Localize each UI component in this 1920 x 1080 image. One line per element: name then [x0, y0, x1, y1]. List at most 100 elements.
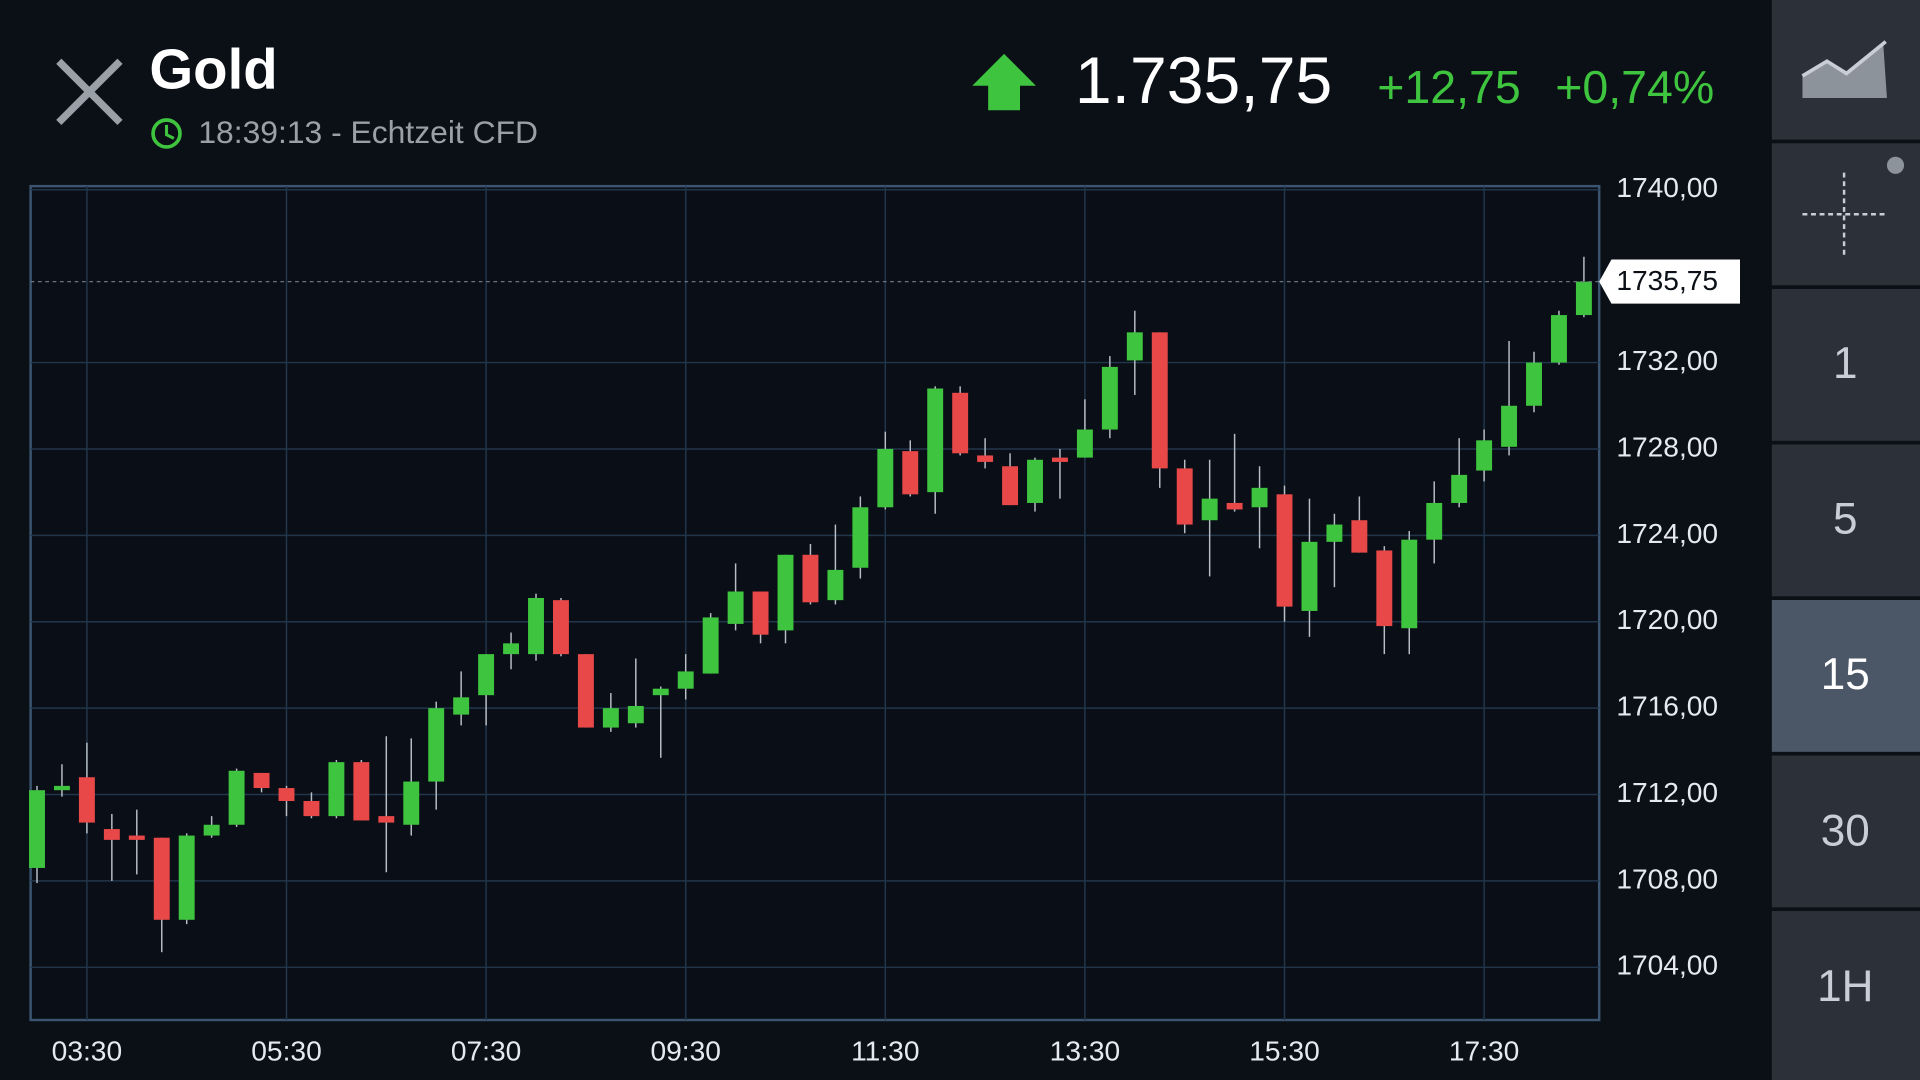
plot-area: [29, 184, 1601, 1022]
instrument-title: Gold: [149, 37, 277, 100]
y-tick-label: 1708,00: [1616, 863, 1718, 894]
candle-body: [328, 762, 345, 817]
candle-body: [1126, 332, 1143, 361]
candle-body: [1251, 487, 1268, 508]
y-tick-label: 1732,00: [1616, 345, 1718, 376]
candle-body: [1401, 539, 1418, 629]
close-button[interactable]: [56, 58, 123, 126]
x-tick-label: 17:30: [1449, 1035, 1519, 1066]
price-change-percent: +0,74%: [1555, 61, 1714, 113]
candle-body: [1076, 429, 1093, 458]
candle-body: [1176, 468, 1193, 525]
candle-body: [153, 837, 170, 920]
candle-body: [1476, 440, 1493, 471]
interval-button[interactable]: 30: [1771, 755, 1920, 908]
candle-body: [1151, 332, 1168, 469]
interval-button-selected[interactable]: 15: [1771, 600, 1920, 752]
candle-body: [902, 451, 919, 495]
candle-body: [103, 829, 120, 840]
y-tick-label: 1704,00: [1616, 950, 1718, 981]
chart: 1704,00 1708,00 1712,00 1716,00 1720,00 1724,…: [29, 172, 1740, 1066]
interval-button[interactable]: 1: [1771, 288, 1920, 441]
y-tick-label: 1728,00: [1616, 431, 1718, 462]
x-tick-label: 15:30: [1249, 1035, 1319, 1066]
candle-body: [952, 392, 969, 454]
candle-body: [353, 762, 370, 821]
x-tick-label: 07:30: [451, 1035, 521, 1066]
candle-body: [203, 824, 220, 836]
candle-body: [178, 835, 195, 920]
candle-body: [977, 455, 994, 462]
crosshair-button[interactable]: [1771, 143, 1920, 286]
candle-body: [702, 617, 719, 674]
candle-body: [777, 554, 794, 631]
candle-body: [1351, 520, 1368, 553]
candle-body: [627, 705, 644, 724]
candle-body: [602, 708, 619, 728]
x-tick-label: 05:30: [251, 1035, 321, 1066]
candle-body: [378, 816, 395, 823]
y-tick-label: 1716,00: [1616, 691, 1718, 722]
candle-body: [1526, 362, 1542, 406]
candle-body: [1201, 498, 1218, 521]
candle-body: [253, 772, 270, 789]
candle-body: [577, 654, 594, 728]
candle-body: [852, 507, 869, 568]
timestamp: 18:39:13 - Echtzeit CFD: [198, 114, 538, 150]
interval-button[interactable]: 1H: [1771, 911, 1920, 1080]
last-price-marker: [1599, 259, 1740, 304]
y-tick-label: 1720,00: [1616, 604, 1718, 635]
candle-body: [228, 770, 245, 825]
candle-body: [652, 688, 669, 696]
y-tick-label: 1740,00: [1616, 172, 1718, 203]
interval-label: 1: [1833, 339, 1858, 388]
candle-body: [1451, 474, 1468, 503]
candle-body: [877, 448, 894, 508]
candle-body: [1052, 457, 1068, 462]
price-change: +12,75: [1377, 61, 1521, 113]
x-tick-label: 03:30: [52, 1035, 122, 1066]
chart-type-button[interactable]: [1771, 0, 1920, 140]
candle-body: [827, 569, 844, 601]
candle-body: [503, 643, 520, 655]
x-tick-label: 11:30: [851, 1035, 919, 1066]
candle-body: [1501, 405, 1518, 447]
y-tick-label: 1712,00: [1616, 777, 1718, 808]
candle-body: [1426, 502, 1443, 540]
interval-label: 1H: [1817, 962, 1873, 1011]
candle-body: [403, 781, 420, 825]
last-price-label: 1735,75: [1616, 265, 1718, 296]
candle-body: [53, 785, 70, 791]
candle-body: [752, 591, 769, 635]
candle-body: [29, 790, 45, 868]
candle-body: [1027, 459, 1043, 503]
candle-body: [1301, 541, 1318, 611]
candle-body: [1376, 550, 1393, 627]
interval-label: 5: [1833, 494, 1858, 543]
candle-body: [1575, 281, 1592, 316]
interval-button[interactable]: 5: [1771, 444, 1920, 597]
y-tick-label: 1724,00: [1616, 518, 1718, 549]
candle-body: [1551, 315, 1567, 363]
candle-body: [677, 671, 694, 689]
candle-body: [802, 554, 819, 603]
candle-body: [478, 654, 495, 696]
candle-body: [528, 597, 544, 655]
candle-body: [303, 801, 320, 817]
x-tick-label: 09:30: [650, 1035, 720, 1066]
candle-body: [552, 600, 569, 655]
candle-body: [453, 697, 470, 715]
candle-body: [278, 788, 295, 802]
interval-label: 15: [1821, 650, 1870, 699]
candle-body: [1101, 366, 1118, 430]
candle-body: [1226, 502, 1243, 510]
candle-body: [927, 388, 944, 493]
price: 1.735,75: [1075, 44, 1332, 118]
interval-label: 30: [1821, 807, 1870, 856]
candle-body: [1276, 494, 1293, 607]
candle-body: [1002, 466, 1019, 506]
candle-body: [128, 835, 145, 840]
candle-body: [428, 708, 445, 782]
candle-body: [78, 777, 95, 823]
